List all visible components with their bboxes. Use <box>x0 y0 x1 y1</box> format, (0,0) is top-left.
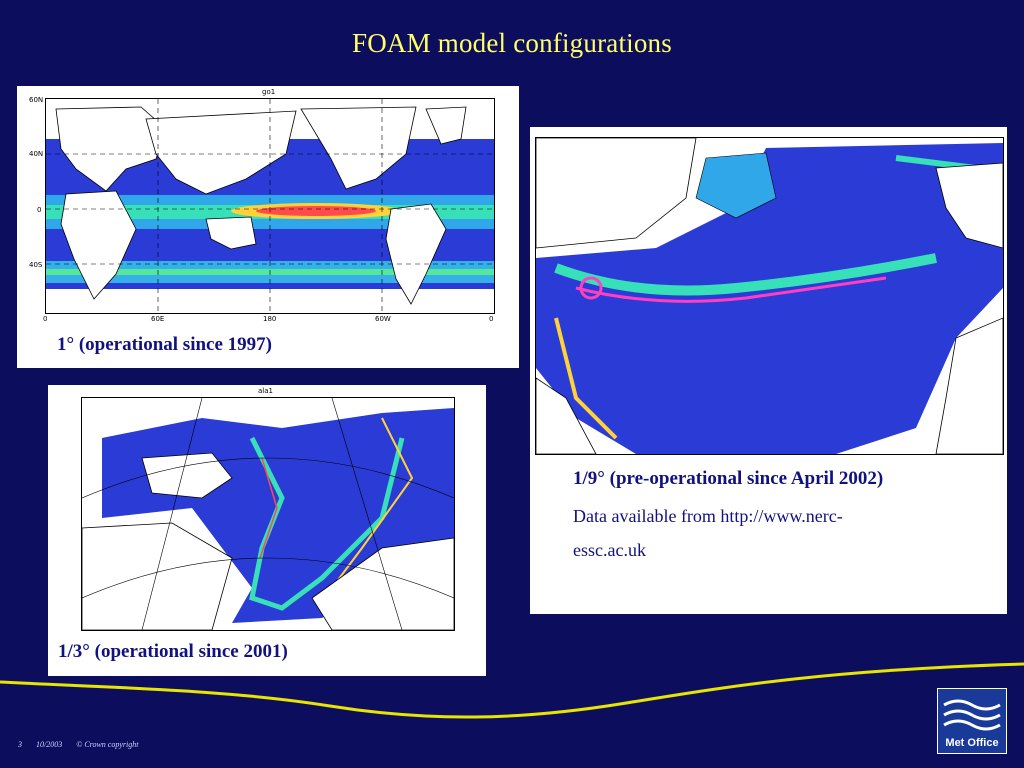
global-model-panel: go1 60N 40N 0 40S <box>17 86 519 368</box>
slide-footer: 3 10/2003 © Crown copyright <box>18 740 150 749</box>
atlantic-model-panel: 1/9° (pre-operational since April 2002) … <box>530 127 1007 614</box>
decorative-wave <box>0 662 1024 719</box>
footer-date: 10/2003 <box>36 740 63 749</box>
data-availability-line2: essc.ac.uk <box>573 540 646 560</box>
global-map-title: go1 <box>262 88 276 96</box>
lat-label: 40N <box>29 150 44 158</box>
met-office-logo: Met Office <box>937 688 1007 754</box>
atlantic-ocean-map <box>535 137 1004 455</box>
lon-label: 60W <box>375 315 391 323</box>
arctic-model-panel: ala1 1/3° (operational since 2001) <box>48 385 486 676</box>
global-ocean-map <box>45 98 495 314</box>
lon-label: 0 <box>43 315 48 323</box>
global-map-graphic <box>46 99 494 313</box>
slide-title: FOAM model configurations <box>352 28 672 58</box>
lat-label: 40S <box>29 261 43 269</box>
lon-label: 0 <box>489 315 494 323</box>
waves-icon <box>943 699 1001 731</box>
arctic-caption: 1/3° (operational since 2001) <box>58 641 288 662</box>
lon-label: 180 <box>263 315 277 323</box>
atlantic-map-graphic <box>536 138 1003 454</box>
arctic-map-graphic <box>82 398 454 630</box>
arctic-map-title: ala1 <box>258 387 273 395</box>
lat-label: 0 <box>37 206 42 214</box>
atlantic-caption: 1/9° (pre-operational since April 2002) <box>573 468 884 489</box>
arctic-ocean-map <box>81 397 455 631</box>
page-number: 3 <box>18 740 22 749</box>
lat-label: 60N <box>29 96 44 104</box>
data-availability-line1: Data available from http://www.nerc- <box>573 506 843 526</box>
copyright-text: © Crown copyright <box>76 740 139 749</box>
logo-text: Met Office <box>945 737 999 749</box>
global-caption: 1° (operational since 1997) <box>57 334 272 355</box>
lon-label: 60E <box>151 315 165 323</box>
